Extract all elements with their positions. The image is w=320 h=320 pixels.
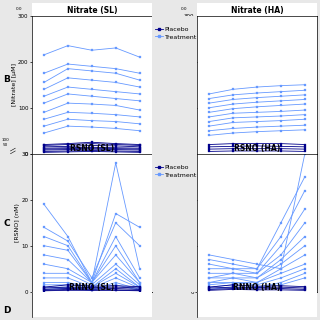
Text: C: C [3, 220, 10, 228]
X-axis label: Timepoint: Timepoint [76, 26, 108, 31]
Legend: Placebo, Treatment: Placebo, Treatment [155, 164, 198, 178]
X-axis label: Timepoint: Timepoint [241, 301, 273, 307]
Text: B: B [3, 76, 10, 84]
Title: Nitrate (HA): Nitrate (HA) [231, 6, 283, 15]
Y-axis label: [Nitrate] [μM]: [Nitrate] [μM] [12, 63, 17, 106]
X-axis label: Timepoint: Timepoint [241, 26, 273, 31]
X-axis label: Timepoint: Timepoint [76, 164, 108, 169]
Text: 100
50: 100 50 [167, 138, 175, 147]
Y-axis label: [RSNO] (nM): [RSNO] (nM) [15, 203, 20, 242]
Y-axis label: [RSNO] (nM): [RSNO] (nM) [180, 203, 185, 242]
X-axis label: Timepoint: Timepoint [241, 164, 273, 169]
Y-axis label: [Nitrate] [μM]: [Nitrate] [μM] [177, 63, 182, 106]
Title: Nitrate (SL): Nitrate (SL) [67, 6, 117, 15]
X-axis label: Timepoint: Timepoint [76, 301, 108, 307]
Title: RNNO (SL): RNNO (SL) [69, 283, 115, 292]
Legend: Placebo, Treatment: Placebo, Treatment [155, 26, 198, 40]
Text: 0.0: 0.0 [16, 7, 22, 12]
Text: 0.0: 0.0 [181, 7, 188, 12]
Text: 100
50: 100 50 [2, 138, 10, 147]
Text: D: D [3, 306, 11, 315]
Title: RSNO (HA): RSNO (HA) [234, 144, 280, 153]
Title: RNNO (HA): RNNO (HA) [233, 283, 281, 292]
Title: RSNO (SL): RSNO (SL) [70, 144, 114, 153]
